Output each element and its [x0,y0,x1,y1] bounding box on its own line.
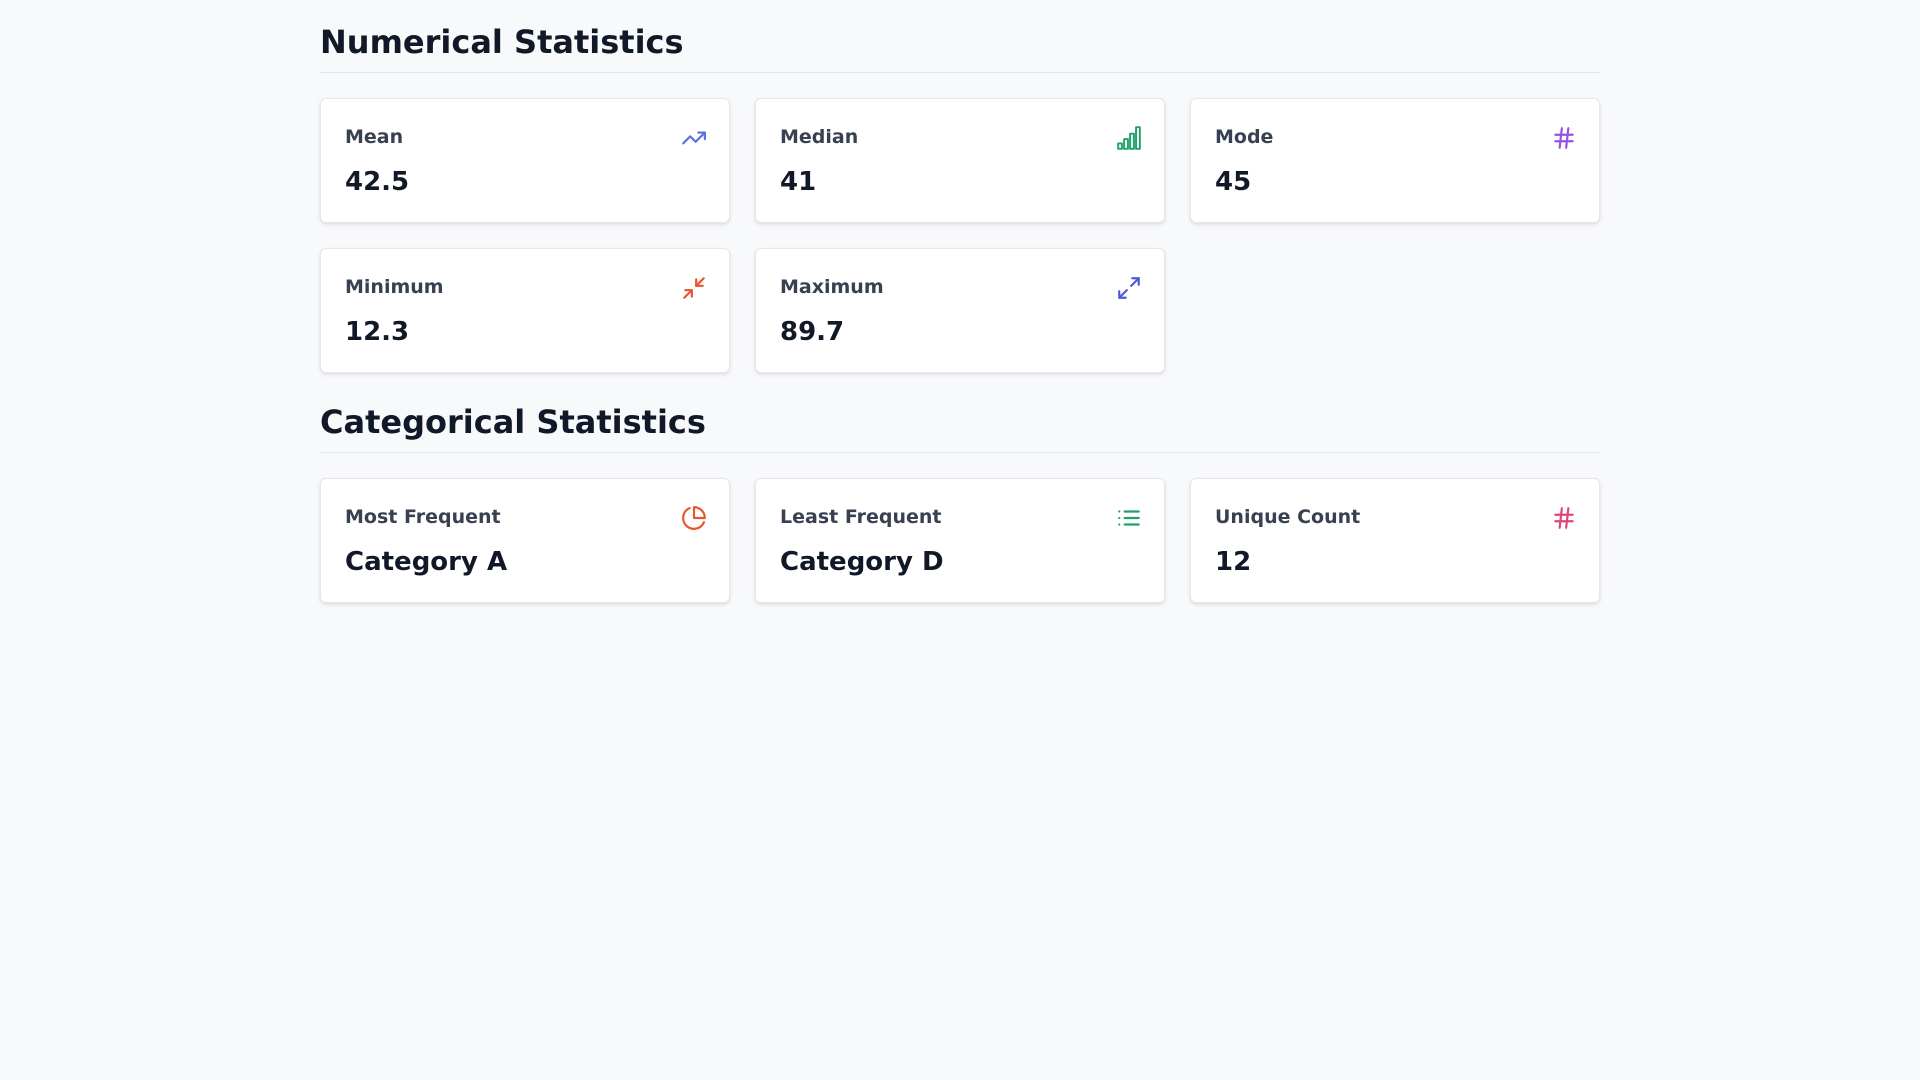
stat-card-minimum: Minimum 12.3 [320,248,730,373]
categorical-statistics-section: Categorical Statistics Most Frequent Cat… [320,406,1600,603]
stat-value: 12 [1215,547,1252,577]
stat-card-most-frequent: Most Frequent Category A [320,478,730,603]
stat-card-unique-count: Unique Count 12 [1190,478,1600,603]
stat-value: Category D [780,547,944,577]
hash-icon [1551,125,1577,151]
stat-label: Mode [1215,126,1274,148]
stat-label: Unique Count [1215,506,1361,528]
section-title: Categorical Statistics [320,406,1600,453]
stat-label: Maximum [780,276,884,298]
stat-card-maximum: Maximum 89.7 [755,248,1165,373]
categorical-card-grid: Most Frequent Category A Least Frequent [320,478,1600,603]
stat-label: Minimum [345,276,444,298]
minimize-icon [681,275,707,301]
stat-card-mean: Mean 42.5 [320,98,730,223]
section-title: Numerical Statistics [320,0,1600,73]
stat-card-least-frequent: Least Frequent Category D [755,478,1165,603]
list-icon [1116,505,1142,531]
stat-label: Least Frequent [780,506,942,528]
stat-value: 41 [780,167,817,197]
statistics-dashboard: Numerical Statistics Mean 42.5 Median [320,0,1600,603]
stat-value: 42.5 [345,167,410,197]
numerical-statistics-section: Numerical Statistics Mean 42.5 Median [320,0,1600,373]
maximize-icon [1116,275,1142,301]
stat-card-mode: Mode 45 [1190,98,1600,223]
pie-chart-icon [681,505,707,531]
stat-label: Median [780,126,859,148]
stat-value: 45 [1215,167,1252,197]
stat-value: Category A [345,547,508,577]
numerical-card-grid: Mean 42.5 Median [320,98,1600,373]
bar-chart-icon [1116,125,1142,151]
stat-value: 89.7 [780,317,845,347]
hash-icon [1551,505,1577,531]
trending-up-icon [681,125,707,151]
stat-label: Mean [345,126,404,148]
stat-value: 12.3 [345,317,410,347]
stat-label: Most Frequent [345,506,501,528]
stat-card-median: Median 41 [755,98,1165,223]
